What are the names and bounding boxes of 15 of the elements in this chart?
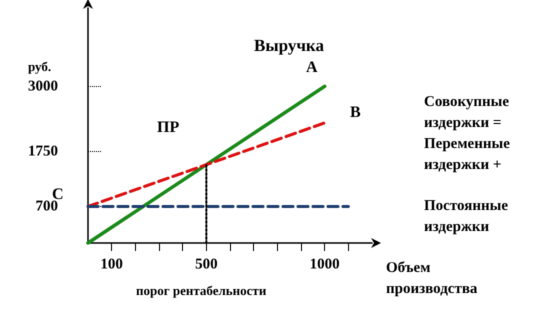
y-tick-label: 3000 xyxy=(28,78,58,94)
annotation: A xyxy=(306,58,318,78)
annotation: B xyxy=(350,103,361,123)
x-tick-label: 1000 xyxy=(310,256,340,272)
x-tick-label: 100 xyxy=(100,256,123,272)
y-tick-label: 1750 xyxy=(28,144,58,160)
text: порог рентабельности xyxy=(136,282,266,300)
annotation: ПР xyxy=(157,118,180,138)
text: Совокупные издержки = Переменные издержки + xyxy=(424,93,511,175)
x-axis-title: Объем производства xyxy=(386,259,478,299)
annotation: Выручка xyxy=(254,35,324,56)
y-tick-label: 700 xyxy=(36,198,58,214)
y-axis-title: руб. xyxy=(28,58,52,76)
x-tick-label: 500 xyxy=(195,256,218,272)
text: Постоянные издержки xyxy=(424,197,509,237)
